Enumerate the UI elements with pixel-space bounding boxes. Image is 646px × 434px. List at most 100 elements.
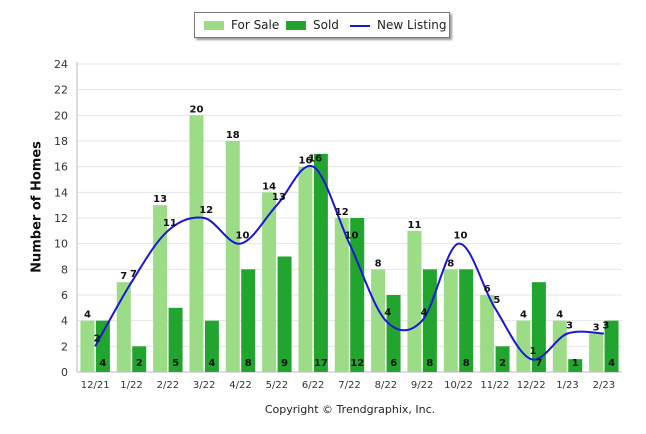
data-labels: 4427271351120412188101491316171612121086… — [84, 104, 615, 369]
new-listing-value-label: 10 — [454, 231, 468, 242]
sold-value-label: 5 — [172, 358, 179, 369]
bar-for-sale — [298, 166, 313, 372]
for-sale-value-label: 11 — [407, 220, 421, 231]
sold-value-label: 8 — [463, 358, 470, 369]
bar-for-sale — [480, 295, 495, 372]
bar-sold — [386, 295, 401, 372]
bar-sold — [422, 269, 437, 372]
y-tick-label: 16 — [54, 161, 68, 174]
sold-value-label: 4 — [208, 358, 215, 369]
sold-value-label: 2 — [499, 358, 506, 369]
y-tick-label: 22 — [54, 84, 68, 97]
for-sale-value-label: 4 — [84, 310, 91, 321]
bar-for-sale — [116, 282, 131, 372]
y-tick-label: 4 — [61, 315, 68, 328]
x-tick-label: 1/22 — [120, 380, 142, 391]
sold-value-label: 12 — [350, 358, 364, 369]
new-listing-value-label: 10 — [236, 231, 250, 242]
bar-sold — [95, 320, 110, 372]
bar-sold — [313, 153, 328, 372]
x-tick-label: 12/22 — [517, 380, 546, 391]
sold-value-label: 7 — [535, 358, 542, 369]
x-tick-label: 1/23 — [556, 380, 578, 391]
bar-sold — [459, 269, 474, 372]
x-tick-label: 4/22 — [229, 380, 251, 391]
for-sale-value-label: 4 — [520, 310, 527, 321]
new-listing-value-label: 10 — [345, 231, 359, 242]
bar-sold — [604, 320, 619, 372]
legend-new-listing-label: New Listing — [377, 18, 447, 32]
for-sale-value-label: 4 — [556, 310, 563, 321]
y-tick-label: 0 — [61, 366, 68, 379]
x-tick-label: 6/22 — [302, 380, 324, 391]
legend-for-sale-label: For Sale — [231, 18, 280, 32]
bars — [80, 115, 619, 372]
for-sale-value-label: 14 — [262, 181, 276, 192]
legend-sold-label: Sold — [313, 18, 339, 32]
bar-for-sale — [153, 205, 168, 372]
bar-for-sale — [334, 218, 349, 372]
bar-for-sale — [516, 320, 531, 372]
for-sale-value-label: 12 — [335, 207, 349, 218]
new-listing-value-label: 11 — [163, 218, 177, 229]
legend-new-listing-swatch — [350, 25, 370, 27]
y-tick-label: 18 — [54, 135, 68, 148]
new-listing-value-label: 4 — [384, 308, 391, 319]
sold-value-label: 9 — [281, 358, 288, 369]
y-tick-label: 8 — [61, 263, 68, 276]
x-tick-label: 12/21 — [81, 380, 110, 391]
for-sale-value-label: 8 — [447, 258, 454, 269]
x-tick-label: 3/22 — [193, 380, 215, 391]
y-axis-title-wrap: Number of Homes — [10, 107, 64, 307]
sold-value-label: 17 — [314, 358, 328, 369]
bar-sold — [277, 256, 292, 372]
for-sale-value-label: 6 — [484, 284, 491, 295]
new-listing-line — [94, 164, 604, 361]
bar-for-sale — [552, 320, 567, 372]
x-tick-label: 2/23 — [593, 380, 615, 391]
new-listing-value-label: 12 — [199, 205, 213, 216]
sold-value-label: 8 — [245, 358, 252, 369]
new-listing-path — [94, 164, 604, 361]
for-sale-value-label: 20 — [189, 104, 203, 115]
copyright-text: Copyright © Trendgraphix, Inc. — [264, 403, 436, 416]
bar-sold — [168, 307, 183, 372]
legend-sold-swatch — [286, 21, 306, 30]
bar-sold — [132, 346, 147, 372]
bar-sold — [568, 359, 583, 372]
y-axis-title: Number of Homes — [29, 141, 45, 273]
new-listing-value-label: 1 — [530, 346, 537, 357]
bar-for-sale — [189, 115, 204, 372]
x-tick-label: 11/22 — [480, 380, 509, 391]
for-sale-value-label: 8 — [375, 258, 382, 269]
for-sale-value-label: 13 — [153, 194, 167, 205]
new-listing-value-label: 4 — [421, 308, 428, 319]
bar-sold — [531, 282, 546, 372]
bar-for-sale — [407, 230, 422, 372]
y-tick-label: 12 — [54, 212, 68, 225]
for-sale-value-label: 7 — [120, 271, 127, 282]
bar-for-sale — [262, 192, 277, 372]
y-tick-label: 10 — [54, 238, 68, 251]
new-listing-value-label: 7 — [130, 269, 137, 280]
new-listing-value-label: 3 — [566, 321, 573, 332]
bar-sold — [204, 320, 219, 372]
y-tick-label: 6 — [61, 289, 68, 302]
bar-for-sale — [443, 269, 458, 372]
x-tick-label: 5/22 — [266, 380, 288, 391]
sold-value-label: 4 — [608, 358, 615, 369]
bar-sold — [495, 346, 510, 372]
y-tick-label: 2 — [61, 340, 68, 353]
bar-sold — [241, 269, 256, 372]
y-tick-label: 24 — [54, 58, 68, 71]
sold-value-label: 2 — [136, 358, 143, 369]
new-listing-value-label: 13 — [272, 192, 286, 203]
sold-value-label: 4 — [99, 358, 106, 369]
bar-for-sale — [371, 269, 386, 372]
new-listing-value-label: 3 — [602, 321, 609, 332]
sold-value-label: 1 — [572, 358, 579, 369]
for-sale-value-label: 16 — [298, 156, 312, 167]
sold-value-label: 6 — [390, 358, 397, 369]
